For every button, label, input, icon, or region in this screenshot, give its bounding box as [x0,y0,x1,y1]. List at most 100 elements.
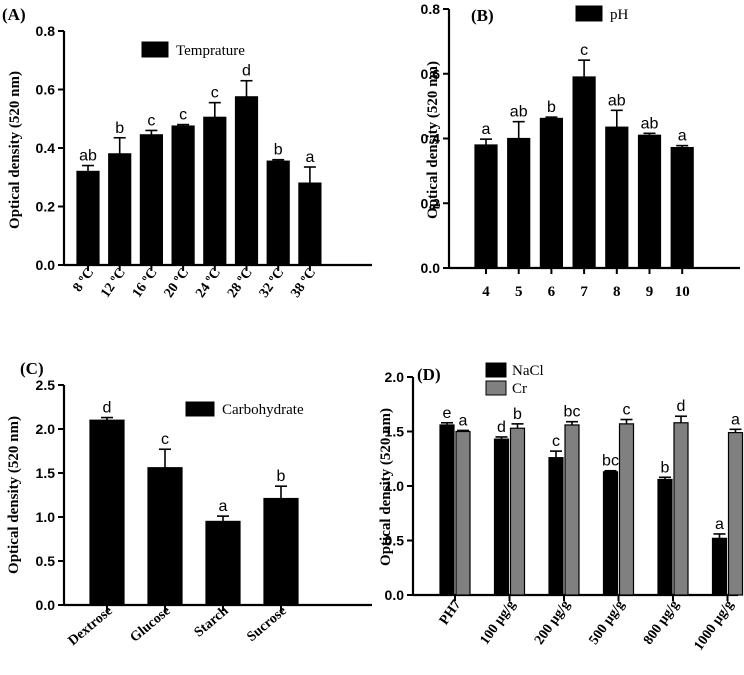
significance-letter: d [103,400,112,417]
bar-temprature-5 [234,96,259,266]
significance-letter: b [547,99,556,116]
y-tick-label: 0.6 [36,82,56,98]
panel-label: (C) [20,359,44,378]
significance-letter: bc [602,453,619,470]
x-tick-label: 1000 µg/g [692,598,737,654]
chart-panel-c: (C) Optical density (520 nm) 0.0 0.5 1.0 1.5 2… [6,359,372,649]
bar-temprature-3 [171,125,195,266]
panel-label: (A) [2,5,26,24]
bar-cr-1 [509,427,526,596]
legend-swatch [185,401,215,417]
x-tick-label: 200 µg/g [532,598,573,648]
y-tick-label: 0.0 [36,257,56,273]
legend: Carbohydrate [185,401,304,418]
bar-temprature-1 [108,153,132,266]
legend: NaCl Cr [485,362,544,397]
x-tick-label: 7 [580,284,588,300]
significance-letter: a [715,516,724,533]
bar-carbohydrate-1 [147,467,183,606]
bar-nacl-4 [657,478,673,596]
significance-letter: b [277,468,286,485]
significance-letter: bc [564,404,581,421]
y-tick-label: 2.0 [385,369,405,385]
legend-swatch [485,362,507,378]
significance-letter: b [115,120,124,137]
significance-letter: b [661,459,670,476]
legend-swatch [141,41,169,58]
bar-cr-2 [564,424,580,596]
x-tick-label: 9 [646,284,654,300]
significance-letter: c [161,431,169,448]
x-tick-label: 8 [613,284,621,300]
legend: Temprature [141,41,245,59]
y-tick-label: 0.4 [421,131,441,147]
x-tick-label: 16 ºC [130,266,161,301]
chart-panel-b: (B) Optical density (520 nm) 0.0 0.2 0.4 0.6 0… [421,1,740,300]
bar-nacl-2 [548,457,564,596]
chart-panel-a: (A) Optical density (520 nm) 0.0 0.2 0.4 0.6 0… [2,5,372,301]
legend-swatch [485,380,507,396]
bar-temprature-6 [266,160,290,266]
significance-letter: d [677,398,686,415]
y-axis-label: Optical density (520 nm) [6,416,22,574]
y-tick-label: 1.5 [385,424,405,440]
bar-temprature-2 [139,134,163,266]
significance-letter: ab [79,148,97,165]
legend: pH [575,5,629,23]
x-tick-label: 28 ºC [225,266,256,301]
significance-letter: c [211,85,219,102]
bar-nacl-5 [711,537,728,596]
significance-letter: ab [608,92,626,109]
y-tick-label: 0.2 [421,195,441,211]
legend-swatch [575,5,603,22]
x-tick-label: 12 ºC [98,266,129,301]
y-axis-label: Optical density (520 nm) [378,408,394,566]
x-tick-label: Glucose [128,604,174,646]
bar-ph-6 [670,146,694,269]
x-tick-label: 800 µg/g [641,598,682,648]
y-tick-label: 2.0 [36,421,56,437]
significance-letter: d [242,63,251,80]
significance-letter: b [274,142,283,159]
significance-letter: c [147,112,155,129]
bar-ph-4 [605,126,629,269]
x-tick-label: Starch [192,603,232,640]
x-tick-label: 5 [515,284,523,300]
bar-ph-5 [637,134,662,269]
x-tick-label: 4 [482,284,490,300]
x-tick-label: 8 ºC [71,266,98,295]
x-tick-label: 6 [548,284,556,300]
significance-letter: ab [641,115,659,132]
bar-cr-5 [727,431,744,596]
y-axis-label: Optical density (520 nm) [7,71,23,229]
x-tick-label: 32 ºC [257,266,288,301]
y-tick-label: 1.0 [36,509,56,525]
y-tick-label: 2.5 [36,377,56,393]
x-tick-label: 500 µg/g [587,598,628,648]
y-tick-label: 0.0 [421,260,441,276]
significance-letter: a [482,121,491,138]
bar-ph-3 [572,76,596,269]
y-tick-label: 1.0 [385,478,405,494]
bar-carbohydrate-0 [89,419,125,606]
bar-cr-0 [455,430,471,596]
y-tick-label: 0.6 [421,66,441,82]
y-tick-label: 0.8 [36,23,56,39]
bar-temprature-4 [203,116,227,266]
y-tick-label: 0.8 [421,1,441,17]
chart-panel-d: (D) Optical density (520 nm) 0.0 0.5 1.0 1.5 2… [378,362,744,654]
legend-label: NaCl [512,363,544,379]
bar-nacl-0 [439,424,455,596]
significance-letter: c [552,433,560,450]
bar-carbohydrate-2 [205,520,241,606]
bar-ph-2 [539,117,564,269]
legend-label: pH [610,7,629,23]
bar-nacl-3 [602,471,619,596]
bar-cr-3 [618,423,635,596]
y-tick-label: 0.5 [36,553,56,569]
x-tick-label: 100 µg/g [478,598,519,648]
bar-cr-4 [673,422,689,596]
x-tick-label: Dextrose [66,604,116,649]
significance-letter: e [443,405,452,422]
